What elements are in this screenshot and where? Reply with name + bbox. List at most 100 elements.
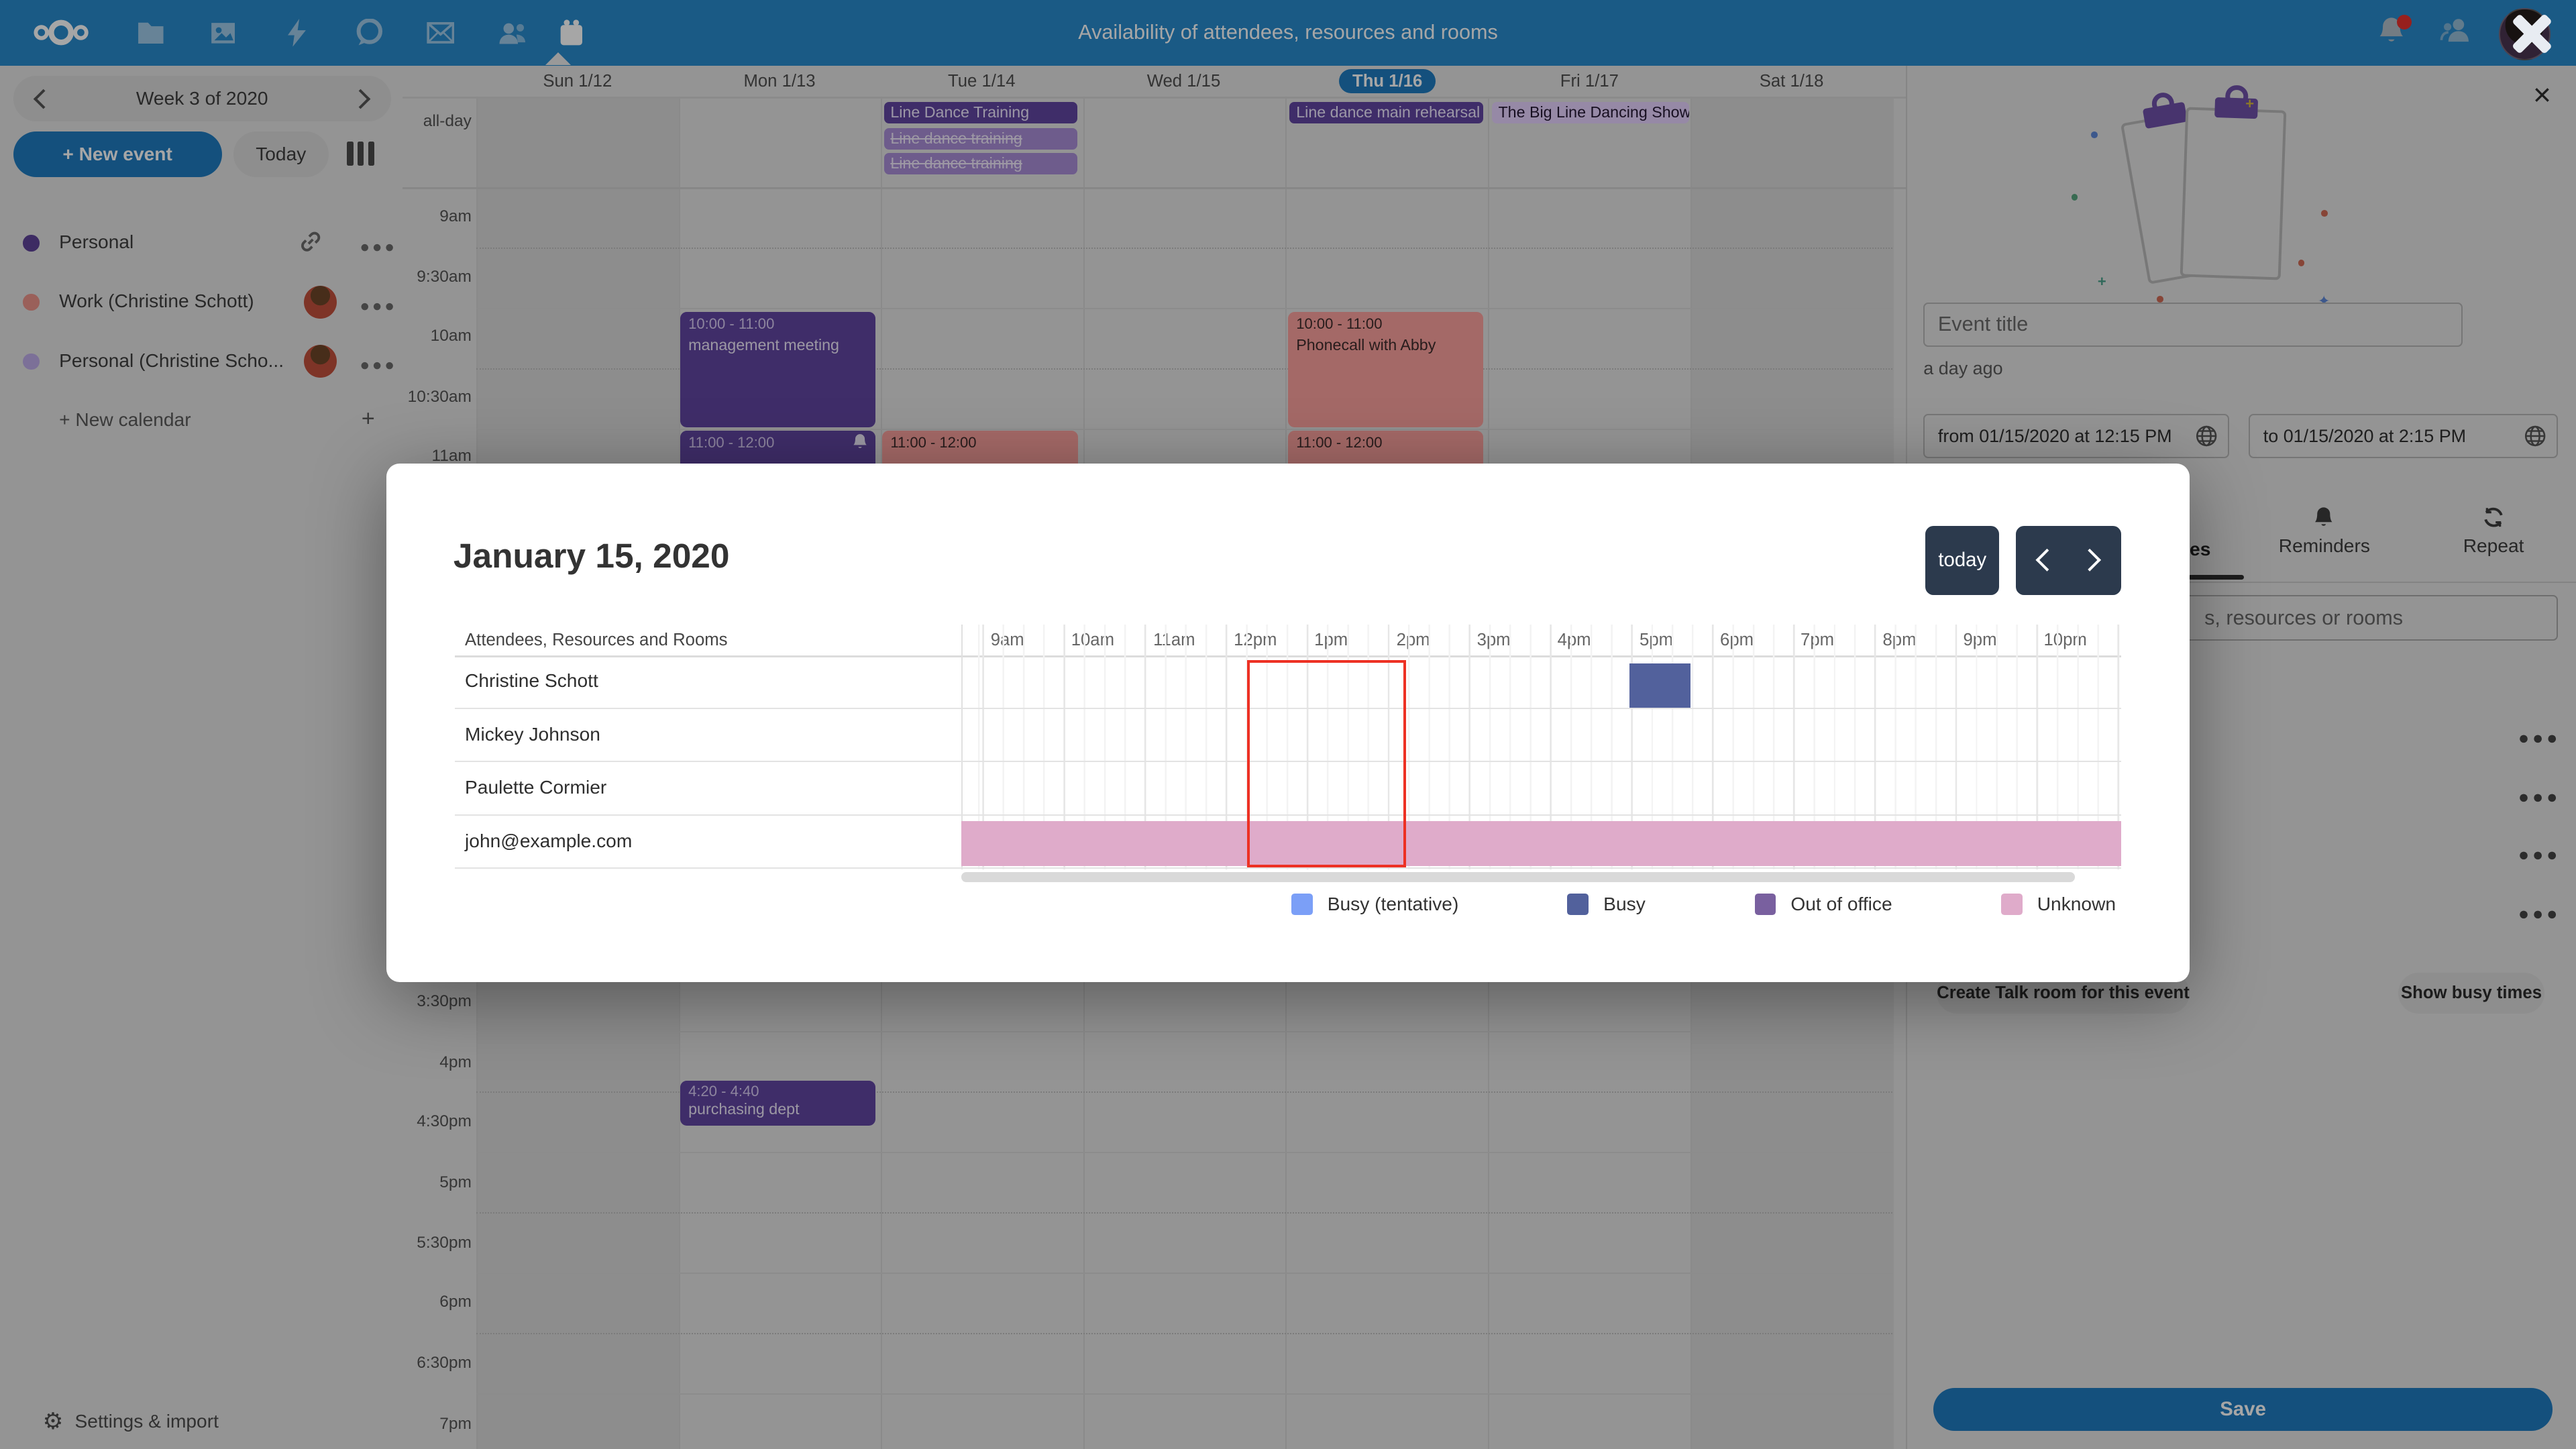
calendar-name: Personal (Christine Scho...	[59, 350, 284, 371]
grid-line	[476, 1272, 1893, 1274]
time-label: 11am	[431, 447, 472, 466]
event-purchasing-dept[interactable]: 4:20 - 4:40 purchasing dept	[680, 1081, 876, 1126]
allday-divider	[402, 187, 1906, 189]
calendar-item-personal-christine[interactable]: Personal (Christine Scho... ●●●	[0, 343, 402, 380]
allday-event[interactable]: Line dance main rehearsal	[1289, 101, 1484, 123]
contacts-menu-icon[interactable]	[2440, 16, 2473, 49]
day-header[interactable]: Sun 1/12	[543, 71, 612, 91]
availability-modal: January 15, 2020 today Attendees, Resour…	[386, 463, 2190, 983]
start-datetime-value: from 01/15/2020 at 12:15 PM	[1937, 425, 2172, 446]
timezone-globe-icon[interactable]	[2195, 425, 2218, 447]
close-icon[interactable]: ×	[2532, 76, 2552, 112]
legend-label: Busy	[1603, 894, 1646, 915]
tab-label: Reminders	[2278, 535, 2370, 557]
calendar-menu-icon[interactable]: ●●●	[360, 297, 397, 316]
attendee-menu-icon[interactable]: ●●●	[2518, 903, 2561, 924]
plus-icon[interactable]: +	[361, 405, 375, 431]
allday-event-declined[interactable]: Line dance training	[883, 152, 1078, 174]
legend-unknown: Unknown	[2000, 894, 2116, 916]
legend-label: Busy (tentative)	[1327, 894, 1459, 915]
gear-icon: ⚙	[42, 1408, 64, 1434]
contacts-icon[interactable]	[493, 13, 533, 53]
modal-day-nav[interactable]	[2015, 525, 2121, 595]
new-calendar-row[interactable]: + New calendar +	[0, 402, 402, 439]
left-sidebar: Week 3 of 2020 + New event Today Persona…	[0, 65, 402, 1449]
last-modified: a day ago	[1923, 358, 2003, 378]
end-datetime-field[interactable]: to 01/15/2020 at 2:15 PM	[2249, 414, 2558, 459]
talk-icon[interactable]	[350, 13, 390, 53]
legend-swatch	[1754, 894, 1776, 916]
day-header[interactable]: Wed 1/15	[1146, 71, 1221, 91]
shared-by-avatar	[304, 345, 337, 378]
calendar-item-work[interactable]: Work (Christine Schott) ●●●	[0, 284, 402, 321]
legend-swatch	[2000, 894, 2023, 916]
show-busy-times-label: Show busy times	[2401, 983, 2542, 1002]
day-header[interactable]: Mon 1/13	[743, 71, 816, 91]
time-label: 4pm	[439, 1053, 472, 1071]
tab-reminders[interactable]: Reminders	[2251, 506, 2398, 557]
event-management-meeting[interactable]: 10:00 - 11:00 management meeting	[680, 312, 876, 427]
attendee-menu-icon[interactable]: ●●●	[2518, 844, 2561, 865]
legend-label: Unknown	[2037, 894, 2116, 915]
grid-line	[476, 1393, 1893, 1395]
save-label: Save	[2220, 1398, 2266, 1421]
grid-line	[476, 1091, 1893, 1093]
modal-date-title: January 15, 2020	[453, 536, 730, 576]
tab-repeat[interactable]: Repeat	[2420, 508, 2567, 557]
attendee-row: Paulette Cormier	[455, 762, 2121, 816]
show-busy-times-button[interactable]: Show busy times	[2398, 972, 2544, 1014]
allday-event[interactable]: Line Dance Training	[883, 101, 1078, 123]
mail-icon[interactable]	[421, 13, 460, 53]
attendee-name: Paulette Cormier	[465, 777, 607, 798]
grid-line	[476, 307, 1893, 309]
header-divider	[402, 97, 1906, 99]
grid-line	[476, 1152, 1893, 1153]
selected-timespan-outline[interactable]	[1246, 660, 1407, 868]
previous-day-icon[interactable]	[2036, 549, 2059, 572]
save-button[interactable]: Save	[1933, 1388, 2553, 1432]
calendar-menu-icon[interactable]: ●●●	[360, 356, 397, 375]
tab-bar-divider	[1907, 581, 2576, 584]
bell-icon	[2313, 506, 2336, 529]
attendee-menu-icon[interactable]: ●●●	[2518, 727, 2561, 748]
day-header[interactable]: Tue 1/14	[947, 71, 1016, 91]
event-title-input[interactable]: Event title	[1923, 302, 2463, 347]
day-header[interactable]: Fri 1/17	[1560, 71, 1619, 91]
calendar-icon[interactable]	[552, 13, 592, 53]
tab-attendees[interactable]: es	[2190, 539, 2211, 560]
calendar-item-personal[interactable]: Personal ●●●	[0, 225, 402, 262]
allday-event[interactable]: The Big Line Dancing Show	[1491, 101, 1689, 123]
legend-swatch	[1291, 894, 1313, 916]
allday-event-declined[interactable]: Line dance training	[883, 128, 1078, 150]
day-header-today[interactable]: Thu 1/16	[1287, 66, 1489, 97]
nextcloud-logo[interactable]	[30, 13, 92, 53]
view-toggle-icon[interactable]	[346, 141, 379, 173]
modal-today-button[interactable]: today	[1925, 525, 2000, 595]
attendee-row: Mickey Johnson	[455, 709, 2121, 763]
week-switcher[interactable]: Week 3 of 2020	[13, 75, 391, 122]
activity-icon[interactable]	[278, 13, 317, 53]
new-event-button[interactable]: + New event	[13, 131, 222, 178]
end-datetime-value: to 01/15/2020 at 2:15 PM	[2263, 425, 2467, 446]
share-link-icon[interactable]	[299, 230, 322, 253]
photos-icon[interactable]	[204, 13, 244, 53]
timezone-globe-icon[interactable]	[2524, 425, 2546, 447]
event-phonecall-abby[interactable]: 10:00 - 11:00 Phonecall with Abby	[1288, 312, 1484, 427]
time-label: 6:30pm	[417, 1353, 472, 1372]
files-icon[interactable]	[131, 13, 171, 53]
time-label: 6pm	[439, 1293, 472, 1311]
next-day-icon[interactable]	[2078, 549, 2101, 572]
attendee-search-placeholder: s, resources or rooms	[2204, 606, 2404, 629]
calendar-menu-icon[interactable]: ●●●	[360, 238, 397, 257]
day-header[interactable]: Sat 1/18	[1759, 71, 1824, 91]
modal-horizontal-scrollbar[interactable]	[961, 872, 2076, 883]
start-datetime-field[interactable]: from 01/15/2020 at 12:15 PM	[1923, 414, 2229, 459]
tab-label: Repeat	[2463, 535, 2524, 557]
legend-swatch	[1567, 894, 1589, 916]
settings-label: Settings & import	[74, 1410, 219, 1432]
attendee-menu-icon[interactable]: ●●●	[2518, 787, 2561, 808]
today-button[interactable]: Today	[233, 131, 329, 178]
legend-out-of-office: Out of office	[1754, 894, 1892, 916]
settings-import[interactable]: ⚙ Settings & import	[43, 1408, 219, 1435]
